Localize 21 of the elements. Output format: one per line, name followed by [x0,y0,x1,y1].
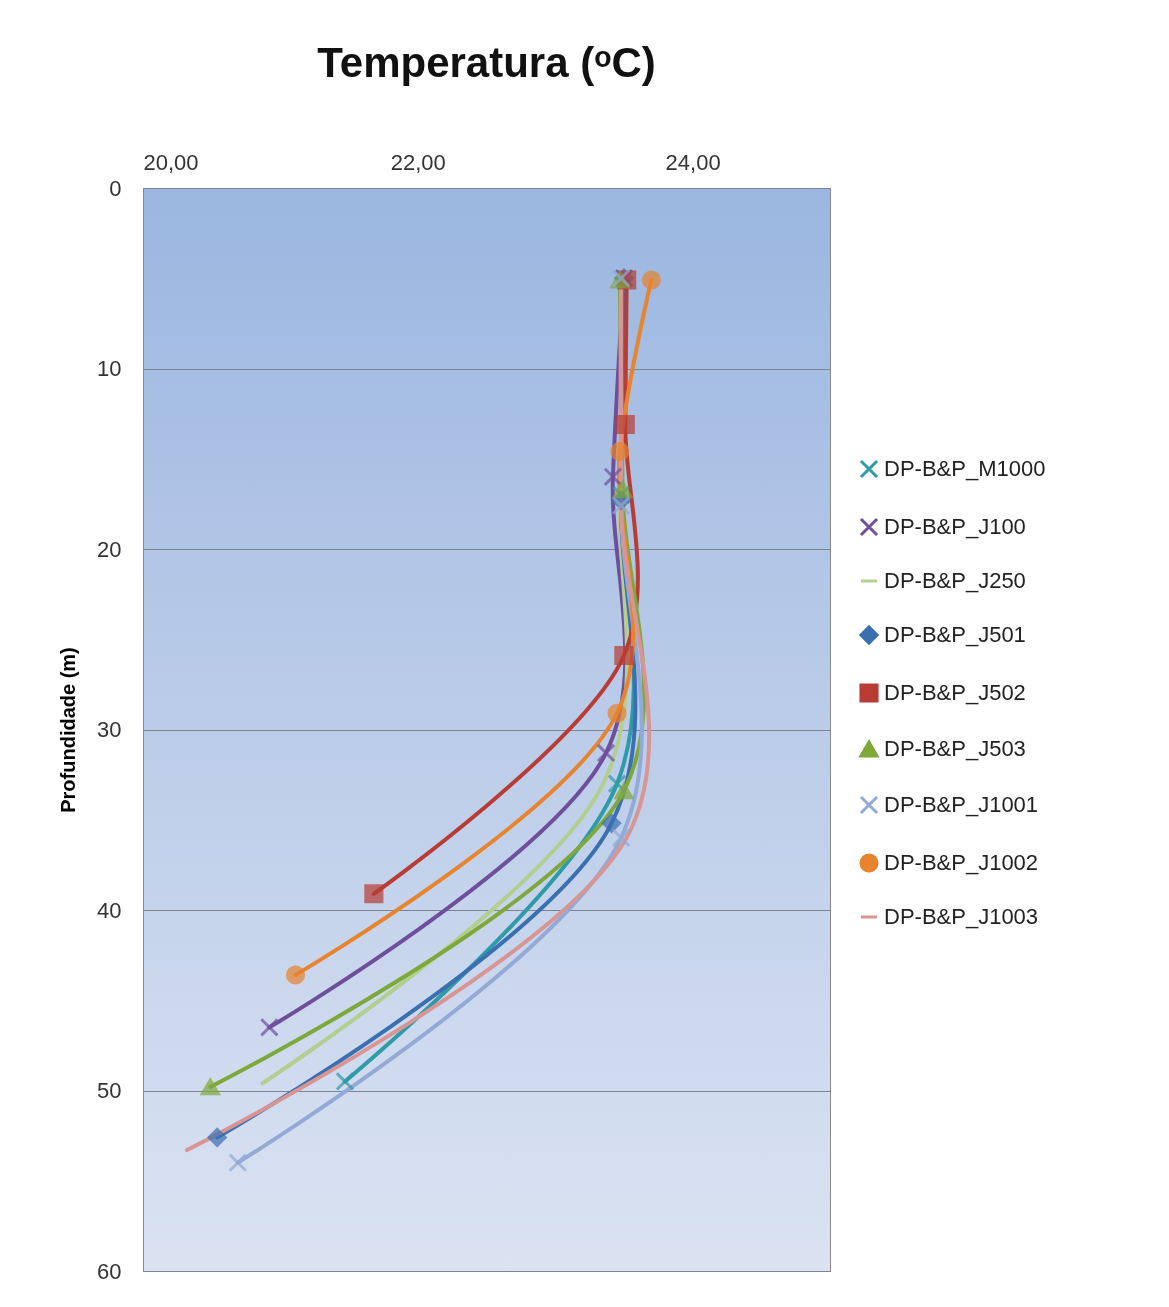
y-tick-label: 50 [97,1078,122,1103]
legend-label: DP-B&P_J100 [884,514,1026,539]
y-tick-label: 60 [97,1258,122,1284]
legend-label: DP-B&P_J503 [884,736,1026,761]
chart-title: Temperatura (ᵒC) [317,39,656,86]
legend-label: DP-B&P_J501 [884,622,1026,647]
legend-label: DP-B&P_J1001 [884,792,1039,817]
y-tick-label: 0 [109,175,122,201]
x-tick-label: 20,00 [143,149,199,175]
y-axis-title: Profundidade (m) [57,647,80,813]
y-tick-label: 40 [97,897,122,923]
y-tick-label: 10 [97,356,122,381]
legend-label: DP-B&P_M1000 [884,456,1046,481]
legend-label: DP-B&P_J1003 [884,904,1039,929]
x-tick-label: 24,00 [665,149,721,175]
y-tick-label: 30 [97,717,122,742]
legend-label: DP-B&P_J250 [884,568,1026,593]
legend-label: DP-B&P_J1002 [884,850,1039,875]
x-tick-label: 22,00 [390,149,446,175]
y-tick-label: 20 [97,536,122,562]
legend-label: DP-B&P_J502 [884,680,1026,705]
